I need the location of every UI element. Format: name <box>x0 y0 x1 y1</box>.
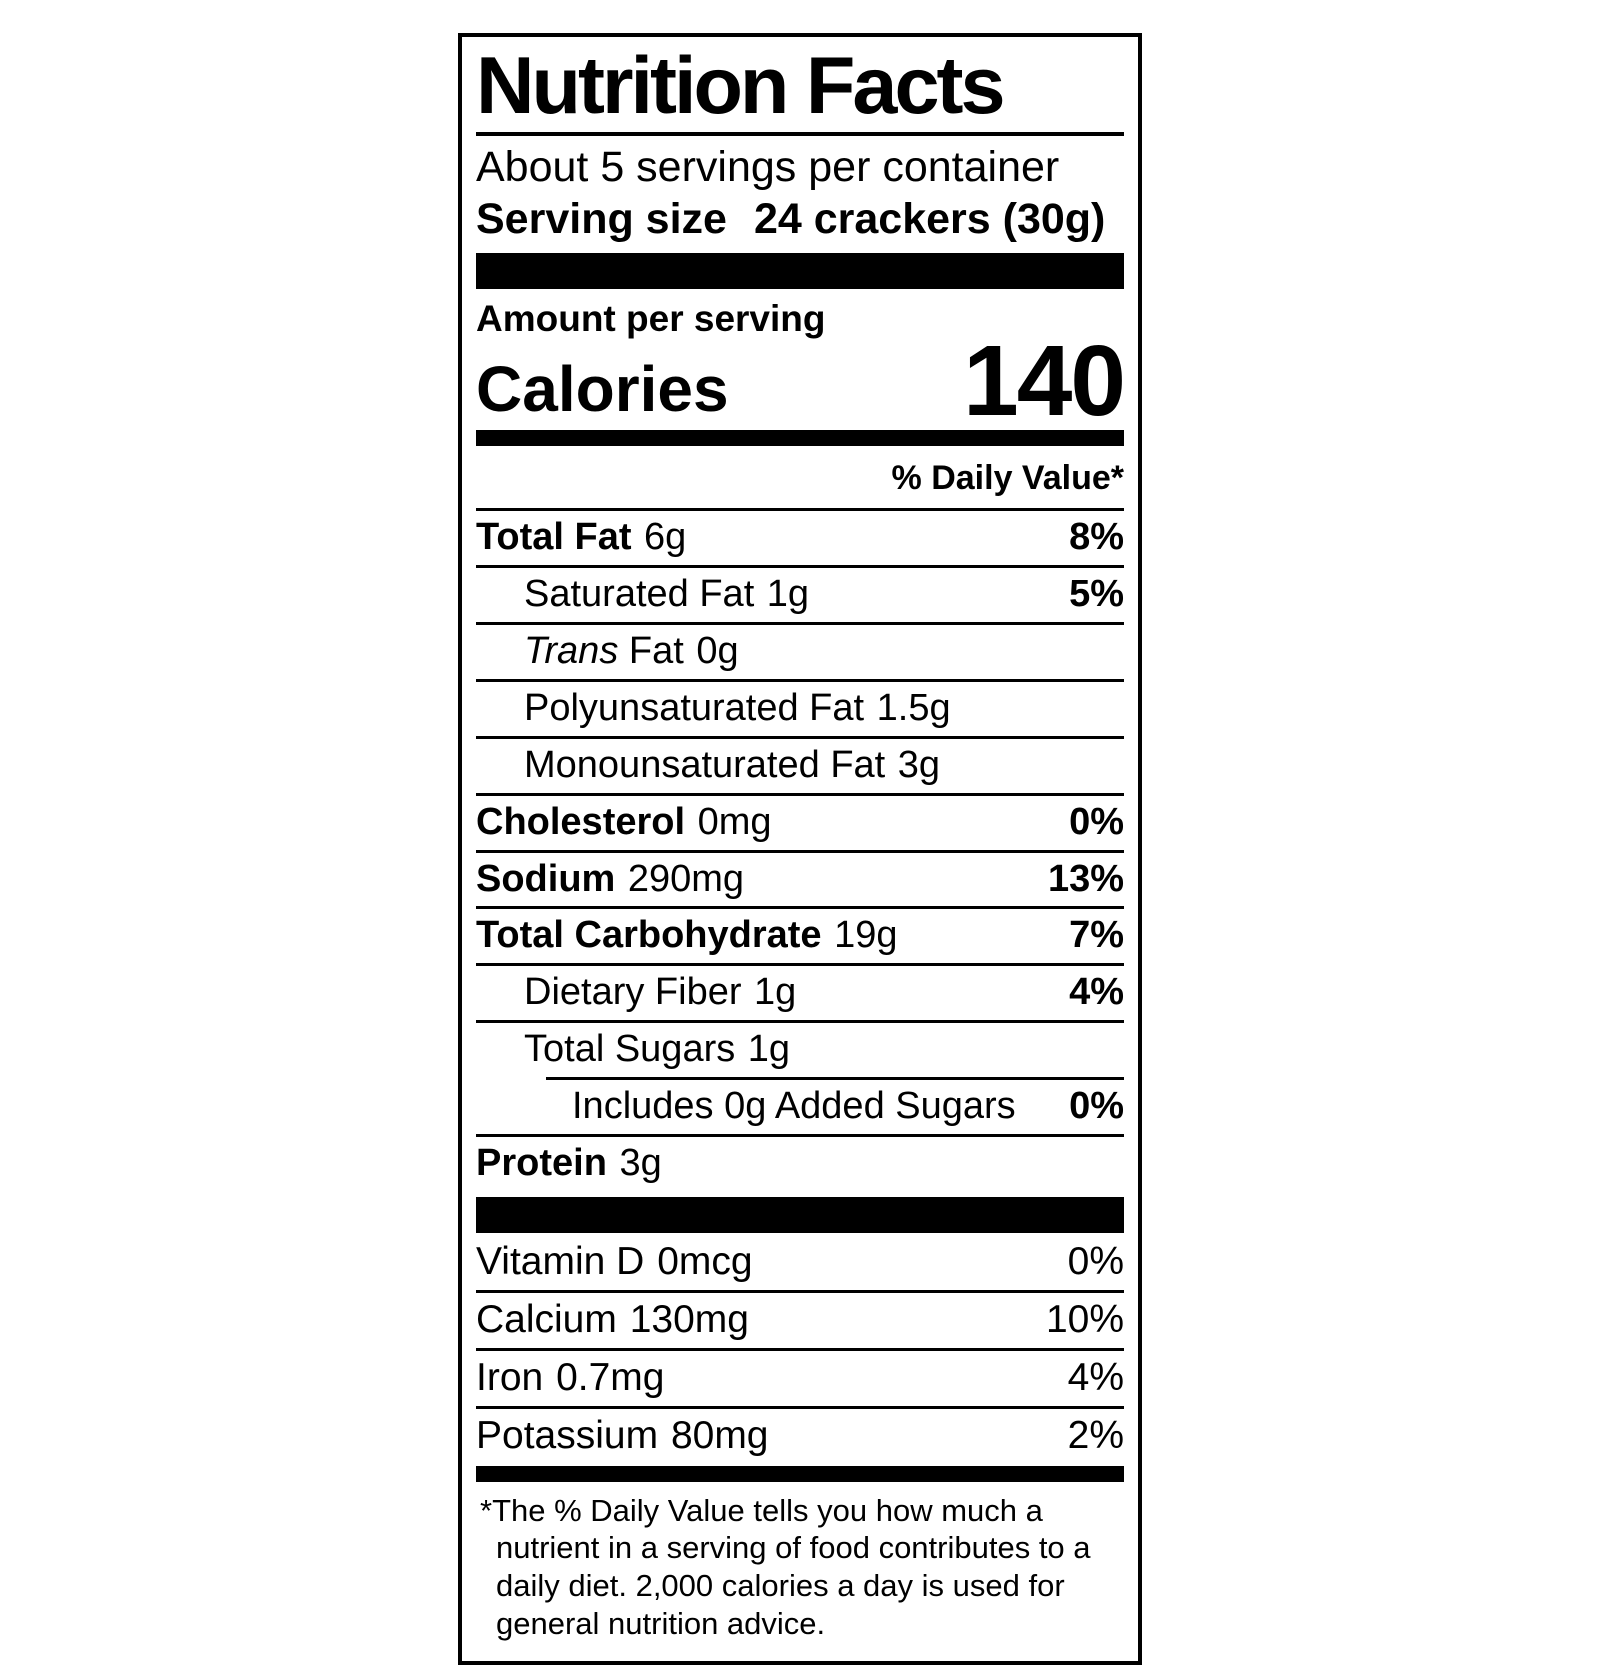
nutrient-name: Total Fat <box>476 516 632 559</box>
micronutrient-dv: 2% <box>1067 1413 1124 1457</box>
micronutrient-amount: 80mg <box>670 1413 769 1457</box>
row-total-fat: Total Fat 6g 8% <box>476 508 1124 565</box>
row-sodium: Sodium 290mg 13% <box>476 849 1124 907</box>
nutrient-name: Protein <box>476 1141 607 1184</box>
nutrient-amount: 1g <box>766 573 810 616</box>
nutrient-dv: 7% <box>1069 914 1124 957</box>
micronutrient-name: Calcium <box>476 1297 617 1341</box>
daily-value-header: % Daily Value* <box>891 459 1124 498</box>
nutrient-amount: 6g <box>644 516 687 559</box>
row-total-sugars: Total Sugars 1g <box>476 1020 1124 1077</box>
micronutrient-dv: 0% <box>1067 1239 1124 1283</box>
nutrient-name: Saturated Fat <box>524 573 755 616</box>
row-calcium: Calcium 130mg 10% <box>476 1289 1124 1348</box>
nutrient-amount: 290mg <box>627 857 745 900</box>
nutrient-amount: 0mg <box>697 800 772 843</box>
nutrient-amount: 3g <box>897 743 941 786</box>
serving-size-label: Serving size <box>476 195 727 244</box>
row-added-sugars: Includes 0g Added Sugars 0% <box>546 1077 1124 1134</box>
separator-bar-medium-calories <box>476 430 1124 447</box>
label-title: Nutrition Facts <box>476 45 1124 136</box>
micronutrient-name: Iron <box>476 1355 544 1399</box>
nutrient-name: Sodium <box>476 857 616 900</box>
nutrient-dv: 4% <box>1069 971 1124 1014</box>
amount-per-serving-label: Amount per serving <box>476 298 826 340</box>
row-total-carbohydrate: Total Carbohydrate 19g 7% <box>476 906 1124 963</box>
nutrient-dv: 0% <box>1069 800 1124 843</box>
calories-value: 140 <box>963 325 1126 438</box>
micronutrient-amount: 0mcg <box>657 1239 753 1283</box>
nutrient-dv: 0% <box>1069 1085 1124 1128</box>
nutrient-name-italic: Trans <box>524 629 619 672</box>
separator-bar-thick-micronutrients <box>476 1196 1124 1233</box>
micronutrient-name: Vitamin D <box>476 1239 645 1283</box>
separator-bar-thick-top <box>476 253 1124 290</box>
row-vitamin-d: Vitamin D 0mcg 0% <box>476 1235 1124 1290</box>
daily-value-footnote: *The % Daily Value tells you how much a … <box>480 1492 1091 1642</box>
row-polyunsaturated-fat: Polyunsaturated Fat 1.5g <box>476 678 1124 736</box>
nutrient-name: Total Carbohydrate <box>476 914 822 957</box>
nutrient-name: Polyunsaturated Fat <box>524 686 865 729</box>
separator-bar-medium-footnote <box>476 1465 1124 1482</box>
micronutrient-amount: 130mg <box>629 1297 749 1341</box>
row-iron: Iron 0.7mg 4% <box>476 1347 1124 1406</box>
micronutrient-dv: 4% <box>1067 1355 1124 1399</box>
micronutrient-amount: 0.7mg <box>556 1355 665 1399</box>
nutrient-name: Dietary Fiber <box>524 971 742 1014</box>
nutrient-amount: 19g <box>834 914 898 957</box>
row-monounsaturated-fat: Monounsaturated Fat 3g <box>476 735 1124 793</box>
nutrient-amount: 3g <box>619 1141 662 1184</box>
nutrient-amount: 1.5g <box>876 686 951 729</box>
nutrient-amount: 0g <box>696 629 739 672</box>
row-trans-fat: Trans Fat 0g <box>476 621 1124 679</box>
micronutrient-name: Potassium <box>476 1413 659 1457</box>
row-cholesterol: Cholesterol 0mg 0% <box>476 792 1124 850</box>
serving-size-row: Serving size 24 crackers (30g) <box>476 195 1124 244</box>
nutrient-name: Cholesterol <box>476 800 686 843</box>
nutrition-facts-label: Nutrition Facts About 5 servings per con… <box>458 33 1142 1665</box>
servings-per-container: About 5 servings per container <box>476 142 1060 191</box>
serving-size-value: 24 crackers (30g) <box>753 195 1106 244</box>
row-saturated-fat: Saturated Fat 1g 5% <box>476 565 1124 622</box>
row-dietary-fiber: Dietary Fiber 1g 4% <box>476 963 1124 1020</box>
nutrient-dv: 5% <box>1069 573 1124 616</box>
calories-row: Calories 140 <box>476 325 1126 438</box>
nutrient-dv: 13% <box>1047 857 1124 900</box>
row-protein: Protein 3g <box>476 1133 1124 1191</box>
nutrient-dv: 8% <box>1069 516 1124 559</box>
nutrient-amount: 1g <box>747 1028 791 1071</box>
micronutrients-section: Vitamin D 0mcg 0% Calcium 130mg 10% Iron 0.… <box>476 1235 1124 1464</box>
nutrient-name: Fat <box>618 629 684 672</box>
calories-label: Calories <box>476 353 729 426</box>
micronutrient-dv: 10% <box>1045 1297 1124 1341</box>
nutrient-name: Total Sugars <box>524 1028 736 1071</box>
nutrient-name: Includes 0g Added Sugars <box>572 1085 1016 1128</box>
nutrient-name: Monounsaturated Fat <box>524 743 886 786</box>
row-potassium: Potassium 80mg 2% <box>476 1405 1124 1464</box>
nutrient-amount: 1g <box>754 971 797 1014</box>
